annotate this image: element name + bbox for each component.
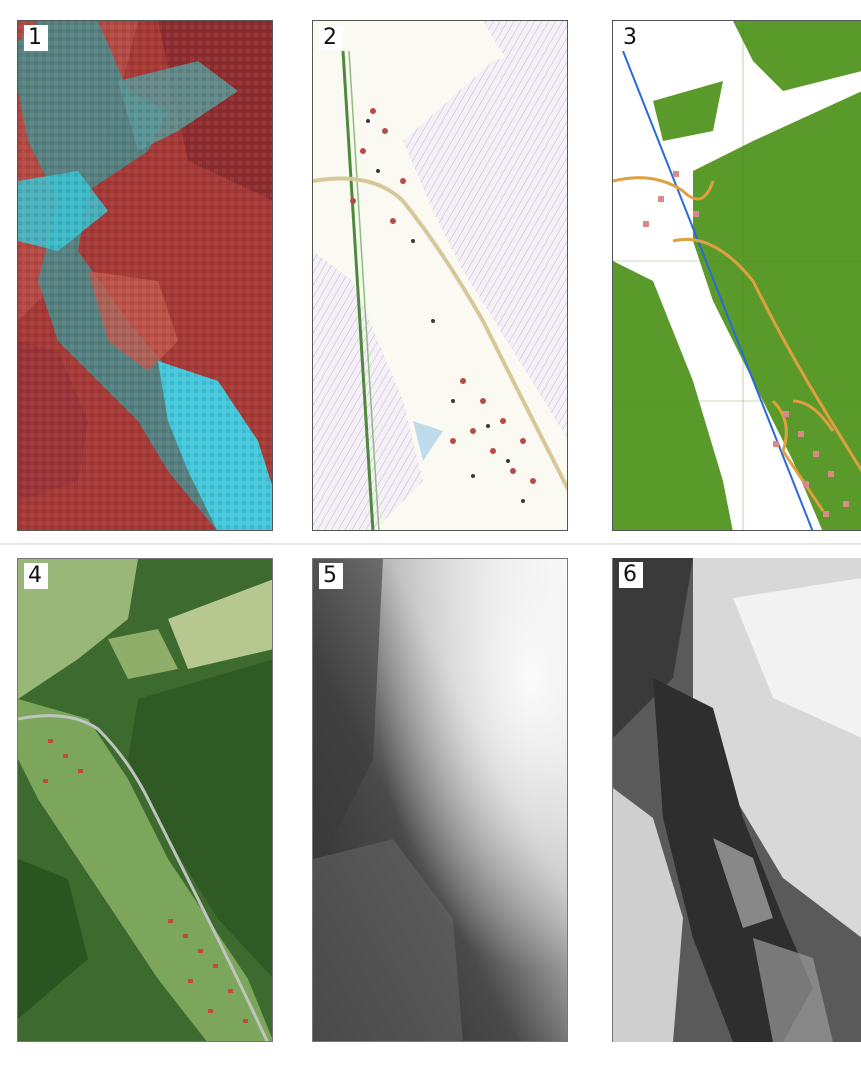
panel-2-topographic-map: 2 [312, 20, 568, 531]
panel-6-label: 6 [619, 562, 643, 588]
panel-5-label: 5 [319, 563, 343, 589]
panel-3-label: 3 [619, 25, 643, 51]
panel-4-aerial-photo: 4 [17, 558, 273, 1042]
topographic-map-image [313, 21, 567, 530]
panel-6-surface-model: 6 [612, 558, 861, 1042]
panel-1-false-color-satellite: 1 [17, 20, 273, 531]
surface-model-image [613, 558, 861, 1042]
panel-1-label: 1 [24, 25, 48, 51]
panel-3-land-cover-map: 3 [612, 20, 861, 531]
terrain-model-image [313, 559, 567, 1041]
false-color-satellite-image [18, 21, 272, 530]
panel-5-terrain-model: 5 [312, 558, 568, 1042]
panel-2-label: 2 [319, 25, 343, 51]
panel-4-label: 4 [24, 563, 48, 589]
grid-divider [0, 543, 861, 545]
land-cover-map-image [613, 21, 861, 530]
aerial-photo-image [18, 559, 272, 1041]
